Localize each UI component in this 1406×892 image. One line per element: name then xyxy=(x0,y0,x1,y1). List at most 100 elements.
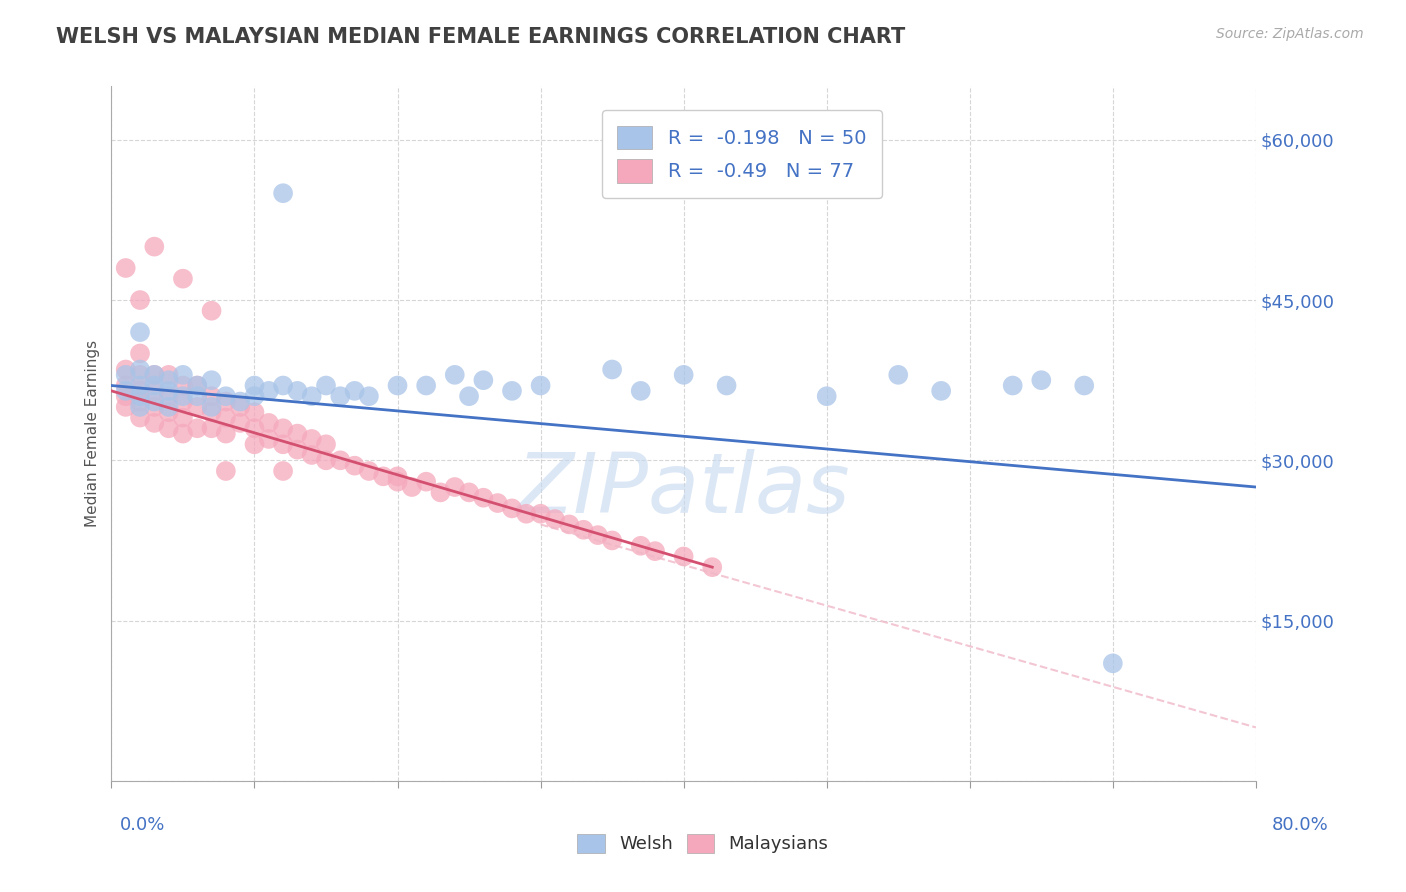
Point xyxy=(515,507,537,521)
Point xyxy=(257,384,280,398)
Legend: Welsh, Malaysians: Welsh, Malaysians xyxy=(571,827,835,861)
Point xyxy=(630,384,652,398)
Point xyxy=(472,491,495,505)
Point xyxy=(644,544,666,558)
Point xyxy=(143,384,166,398)
Point xyxy=(429,485,451,500)
Point xyxy=(129,325,152,339)
Point xyxy=(129,368,152,382)
Point xyxy=(186,400,208,414)
Point xyxy=(630,539,652,553)
Point xyxy=(129,384,152,398)
Point xyxy=(200,400,222,414)
Point xyxy=(215,394,238,409)
Point xyxy=(229,400,252,414)
Point xyxy=(443,368,465,382)
Point xyxy=(315,378,337,392)
Point xyxy=(215,410,238,425)
Point xyxy=(243,405,266,419)
Point xyxy=(544,512,567,526)
Point xyxy=(458,485,481,500)
Point xyxy=(257,416,280,430)
Point xyxy=(143,368,166,382)
Point xyxy=(157,389,180,403)
Point xyxy=(387,378,409,392)
Point xyxy=(157,421,180,435)
Point xyxy=(215,426,238,441)
Point xyxy=(243,437,266,451)
Point xyxy=(200,373,222,387)
Point xyxy=(172,271,194,285)
Point xyxy=(157,400,180,414)
Point xyxy=(172,368,194,382)
Point xyxy=(143,368,166,382)
Point xyxy=(315,453,337,467)
Point xyxy=(387,475,409,489)
Point xyxy=(172,378,194,392)
Point xyxy=(271,437,294,451)
Point xyxy=(472,373,495,387)
Point xyxy=(572,523,595,537)
Point xyxy=(243,389,266,403)
Point xyxy=(157,373,180,387)
Text: ZIPatlas: ZIPatlas xyxy=(517,449,851,530)
Point xyxy=(501,501,523,516)
Point xyxy=(1073,378,1095,392)
Point xyxy=(1101,657,1123,671)
Point xyxy=(702,560,724,574)
Point xyxy=(243,421,266,435)
Point xyxy=(200,405,222,419)
Point xyxy=(143,378,166,392)
Point xyxy=(172,410,194,425)
Point xyxy=(129,410,152,425)
Point xyxy=(215,464,238,478)
Point xyxy=(343,384,366,398)
Point xyxy=(600,533,623,548)
Point xyxy=(672,549,695,564)
Point xyxy=(157,368,180,382)
Point xyxy=(301,432,323,446)
Point xyxy=(287,384,309,398)
Point xyxy=(1001,378,1024,392)
Point xyxy=(271,186,294,201)
Text: 0.0%: 0.0% xyxy=(120,816,165,834)
Point xyxy=(200,421,222,435)
Point xyxy=(129,378,152,392)
Point xyxy=(172,394,194,409)
Point xyxy=(114,384,136,398)
Point xyxy=(329,389,352,403)
Point xyxy=(257,432,280,446)
Point xyxy=(486,496,509,510)
Point xyxy=(200,389,222,403)
Point xyxy=(186,389,208,403)
Point xyxy=(129,362,152,376)
Point xyxy=(186,378,208,392)
Point xyxy=(887,368,910,382)
Point xyxy=(114,400,136,414)
Point xyxy=(229,416,252,430)
Point xyxy=(186,421,208,435)
Point xyxy=(157,405,180,419)
Point xyxy=(929,384,952,398)
Point xyxy=(373,469,395,483)
Point xyxy=(143,416,166,430)
Point xyxy=(415,475,437,489)
Point xyxy=(672,368,695,382)
Text: Source: ZipAtlas.com: Source: ZipAtlas.com xyxy=(1216,27,1364,41)
Point xyxy=(271,378,294,392)
Point xyxy=(114,362,136,376)
Point xyxy=(157,384,180,398)
Point xyxy=(186,378,208,392)
Y-axis label: Median Female Earnings: Median Female Earnings xyxy=(86,340,100,527)
Point xyxy=(716,378,738,392)
Point xyxy=(501,384,523,398)
Point xyxy=(200,303,222,318)
Point xyxy=(143,400,166,414)
Point xyxy=(172,426,194,441)
Point xyxy=(114,389,136,403)
Point xyxy=(1031,373,1053,387)
Point xyxy=(114,368,136,382)
Point xyxy=(215,389,238,403)
Point xyxy=(143,239,166,253)
Point xyxy=(357,464,380,478)
